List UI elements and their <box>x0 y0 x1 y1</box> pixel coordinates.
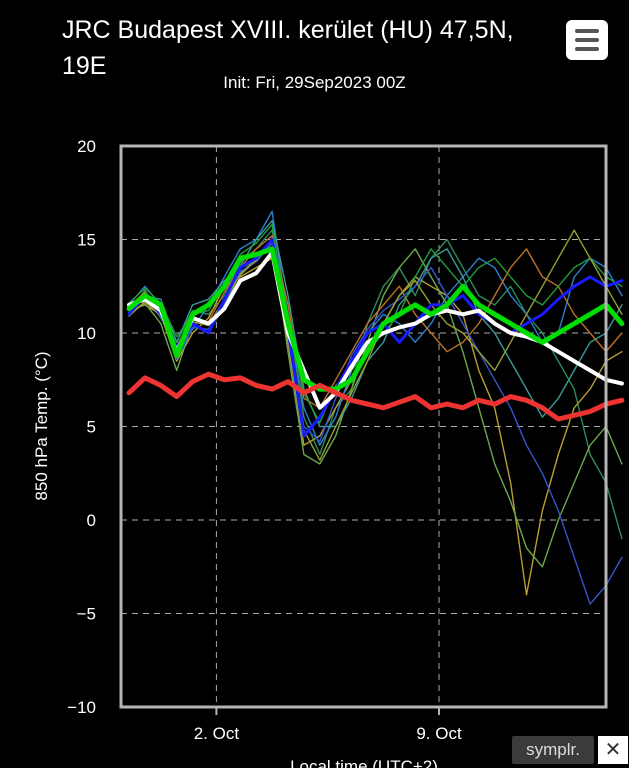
x-tick-label: 2. Oct <box>194 724 240 743</box>
y-tick-label: −10 <box>67 698 96 717</box>
y-tick-label: −5 <box>77 605 96 624</box>
close-icon[interactable]: ✕ <box>598 736 628 764</box>
hamburger-menu-icon[interactable] <box>566 20 608 60</box>
menu-bar <box>575 47 599 51</box>
y-tick-label: 10 <box>77 324 96 343</box>
plot-frame <box>119 144 608 709</box>
x-axis-label: Local time (UTC+2) <box>290 757 438 768</box>
series-layer <box>126 210 625 605</box>
grid-lines <box>121 146 606 707</box>
chart-subtitle: Init: Fri, 29Sep2023 00Z <box>223 73 406 92</box>
series-line <box>128 238 623 568</box>
y-tick-label: 15 <box>77 231 96 250</box>
series-line <box>126 371 625 422</box>
series-line <box>126 246 625 392</box>
y-tick-label: 0 <box>87 511 96 530</box>
x-tick-labels: 2. Oct 9. Oct <box>194 707 462 743</box>
y-axis-label: 850 hPa Temp. (°C) <box>32 351 51 500</box>
menu-bar <box>575 38 599 42</box>
series-line <box>128 235 623 409</box>
chart-title: JRC Budapest XVIII. kerület (HU) 47,5N, … <box>62 16 514 80</box>
y-tick-label: 20 <box>77 137 96 156</box>
menu-bar <box>575 29 599 33</box>
series-line <box>127 238 624 438</box>
y-tick-labels: 20 15 10 5 0 −5 −10 <box>67 137 96 717</box>
x-tick-label: 9. Oct <box>416 724 462 743</box>
y-tick-label: 5 <box>87 418 96 437</box>
series-line <box>128 220 623 428</box>
ad-badge[interactable]: symplr. <box>512 736 594 764</box>
